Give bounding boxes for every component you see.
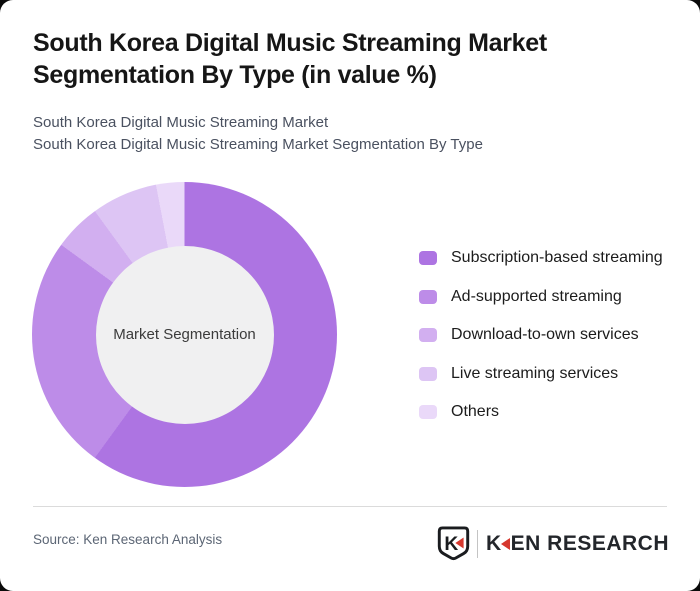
logo-separator xyxy=(476,529,478,558)
subtitle-line2: South Korea Digital Music Streaming Mark… xyxy=(33,136,483,153)
shield-logo-icon: K xyxy=(437,526,470,561)
legend-swatch xyxy=(419,405,437,419)
legend-item: Ad-supported streaming xyxy=(419,287,663,307)
subtitle-line1: South Korea Digital Music Streaming Mark… xyxy=(33,114,329,131)
legend-item: Download-to-own services xyxy=(419,325,663,345)
donut-hole: Market Segmentation xyxy=(95,245,274,424)
donut-center-label: Market Segmentation xyxy=(113,326,256,343)
page-title-line1: South Korea Digital Music Streaming Mark… xyxy=(33,29,547,57)
source-text: Source: Ken Research Analysis xyxy=(33,532,223,547)
legend-item: Subscription-based streaming xyxy=(419,248,663,268)
legend-label: Download-to-own services xyxy=(451,326,639,343)
donut-ring: Market Segmentation xyxy=(32,182,337,487)
legend-item: Live streaming services xyxy=(419,364,663,384)
subtitle: South Korea Digital Music Streaming Mark… xyxy=(33,112,673,156)
wordmark-rest: EN RESEARCH xyxy=(510,531,669,555)
legend-label: Subscription-based streaming xyxy=(451,249,663,266)
shield-triangle-icon xyxy=(455,537,464,549)
legend-label: Live streaming services xyxy=(451,364,619,382)
legend-swatch xyxy=(419,289,437,304)
legend-swatch xyxy=(419,366,437,381)
wordmark-triangle-icon xyxy=(500,538,510,550)
page-title: South Korea Digital Music Streaming Mark… xyxy=(33,27,673,91)
footer-divider xyxy=(33,506,667,507)
logo-wordmark: K EN RESEARCH xyxy=(486,532,669,556)
legend-swatch xyxy=(419,328,437,342)
legend: Subscription-based streaming Ad-supported… xyxy=(419,248,663,441)
legend-label: Ad-supported streaming xyxy=(451,287,622,305)
ken-research-logo: K K EN RESEARCH xyxy=(437,526,669,561)
legend-swatch xyxy=(419,251,437,265)
shield-letter: K xyxy=(444,534,458,555)
wordmark-k: K xyxy=(485,531,502,555)
legend-label: Others xyxy=(451,403,500,420)
page-title-line2: Segmentation By Type (in value %) xyxy=(33,61,437,89)
legend-item: Others xyxy=(419,402,663,422)
